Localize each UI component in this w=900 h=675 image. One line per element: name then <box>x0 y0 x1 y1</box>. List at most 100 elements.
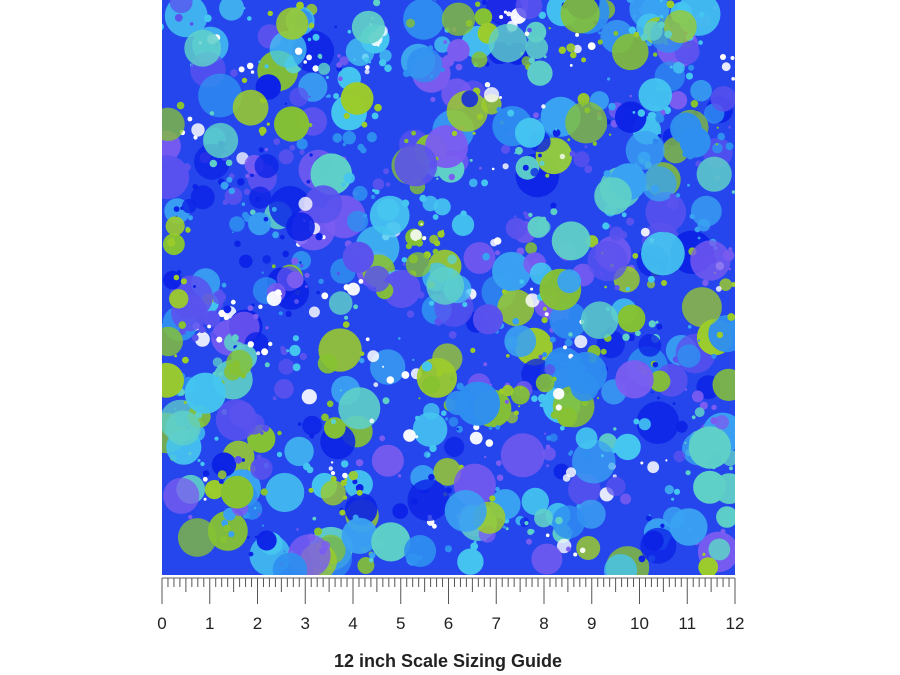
splatter-pattern <box>147 0 755 586</box>
splat-drop <box>564 338 573 347</box>
splat-drop <box>542 352 548 358</box>
splat <box>521 56 532 67</box>
splat <box>638 334 662 357</box>
splat <box>574 335 588 349</box>
splat-drop <box>684 388 688 391</box>
splat-drop <box>312 65 319 72</box>
splat-drop <box>330 461 334 464</box>
splat-drop <box>550 208 558 216</box>
splat-drop <box>343 284 350 291</box>
splat-drop <box>262 424 270 432</box>
splat-drop <box>558 46 566 54</box>
splat-drop <box>225 159 233 167</box>
splat-drop <box>435 369 444 377</box>
splat-drop <box>448 331 457 339</box>
splat-drop <box>501 288 508 295</box>
splat-drop <box>347 29 352 34</box>
splat-drop <box>374 189 380 195</box>
splat <box>690 195 722 227</box>
splat <box>165 410 201 446</box>
ruler-label: 7 <box>492 614 501 633</box>
splat <box>392 503 409 519</box>
splat-drop <box>698 40 703 45</box>
splat-drop <box>312 33 320 41</box>
splat-drop <box>570 51 577 59</box>
splat <box>638 78 673 112</box>
splat-drop <box>720 528 726 534</box>
splat-drop <box>717 132 725 141</box>
splat <box>404 535 437 567</box>
splat-drop <box>539 403 544 408</box>
splat <box>371 522 411 562</box>
splat <box>184 29 222 67</box>
splat <box>341 517 378 555</box>
splat-drop <box>271 264 276 269</box>
splat-drop <box>243 188 251 195</box>
splat-drop <box>697 339 701 342</box>
splat-drop <box>504 399 509 404</box>
splat-drop <box>518 405 521 408</box>
splat <box>620 493 632 505</box>
splat-drop <box>321 413 329 422</box>
splat <box>668 91 688 110</box>
splat-drop <box>730 56 735 60</box>
splat <box>451 213 475 236</box>
splat-drop <box>749 325 755 331</box>
splat-drop <box>539 160 545 166</box>
splat <box>306 54 312 61</box>
splat <box>542 447 556 461</box>
splat-drop <box>167 238 176 247</box>
splat-drop <box>333 93 340 99</box>
splat <box>502 163 509 170</box>
splat-drop <box>699 401 708 410</box>
splat-drop <box>254 535 258 539</box>
splat-drop <box>368 557 374 563</box>
splat-drop <box>209 159 218 168</box>
splat-drop <box>456 382 464 391</box>
splat-drop <box>251 303 255 307</box>
splat <box>226 349 253 377</box>
splat <box>723 249 735 261</box>
splat-drop <box>279 293 283 296</box>
splat-drop <box>494 250 501 256</box>
splat-drop <box>193 135 198 140</box>
splat-drop <box>669 193 675 199</box>
splat <box>369 195 410 236</box>
splat-drop <box>635 330 641 337</box>
splat-drop <box>364 582 368 586</box>
splat-drop <box>352 479 358 485</box>
splat <box>342 131 356 145</box>
splat-drop <box>231 334 239 342</box>
splat-drop <box>470 542 479 551</box>
splat-drop <box>633 418 640 425</box>
splat <box>373 382 379 388</box>
splat-drop <box>673 488 681 495</box>
splat <box>572 439 616 484</box>
splat <box>625 130 665 170</box>
splat <box>691 390 704 403</box>
splat-drop <box>725 142 734 151</box>
splat-drop <box>312 516 317 521</box>
splat <box>217 470 227 480</box>
splat-drop <box>545 444 551 450</box>
splat-drop <box>183 163 191 172</box>
splat <box>714 473 735 504</box>
splat-drop <box>285 310 292 317</box>
splat-drop <box>230 299 236 305</box>
splat-drop <box>749 481 755 487</box>
splat-drop <box>444 545 452 553</box>
splat <box>289 87 309 107</box>
splat <box>232 89 269 126</box>
splat-drop <box>430 97 436 102</box>
splat-drop <box>638 555 646 563</box>
splat-drop <box>598 31 602 35</box>
splat <box>410 229 422 241</box>
splat <box>531 543 563 575</box>
splat-drop <box>455 63 463 71</box>
splat <box>502 384 514 397</box>
splat-drop <box>147 447 152 452</box>
splat <box>250 457 273 480</box>
splat-drop <box>308 22 315 29</box>
splat-drop <box>260 431 264 435</box>
